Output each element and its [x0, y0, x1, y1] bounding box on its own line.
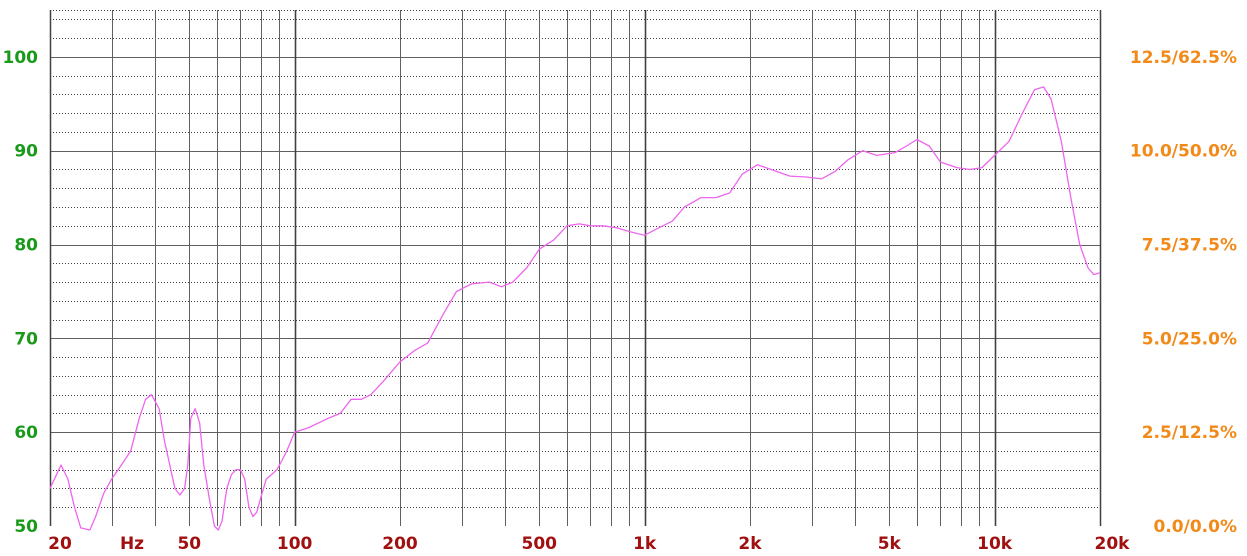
grid [49, 10, 1102, 526]
right-y-axis-labels: 0.0/0.0% 2.5/12.5% 5.0/25.0% 7.5/37.5% 10.0/… [1130, 48, 1237, 537]
left-y-tick-label: 100 [3, 48, 39, 68]
response-curve-line [49, 86, 1101, 531]
x-tick-label: 2k [738, 534, 762, 554]
x-tick-label: 20 [48, 534, 72, 554]
right-y-tick-label: 10.0/50.0% [1130, 142, 1237, 162]
right-y-tick-label: 5.0/25.0% [1142, 329, 1237, 349]
x-tick-label: 200 [382, 534, 418, 554]
right-y-tick-label: 0.0/0.0% [1154, 517, 1237, 537]
right-y-tick-label: 12.5/62.5% [1130, 48, 1237, 68]
x-unit-label: Hz [120, 534, 144, 554]
x-tick-label: 20k [1095, 534, 1131, 554]
right-y-tick-label: 2.5/12.5% [1142, 423, 1237, 443]
x-tick-label: 100 [277, 534, 313, 554]
x-tick-label: 5k [878, 534, 902, 554]
left-y-tick-label: 70 [14, 329, 38, 349]
x-tick-label: 1k [633, 534, 657, 554]
left-y-tick-label: 90 [14, 142, 38, 162]
x-tick-label: 500 [522, 534, 558, 554]
x-tick-label: 50 [177, 534, 201, 554]
left-y-tick-label: 50 [14, 517, 38, 537]
right-y-tick-label: 7.5/37.5% [1142, 236, 1237, 256]
x-tick-label: 10k [977, 534, 1013, 554]
left-y-tick-label: 60 [14, 423, 38, 443]
left-y-axis-labels: 50 60 70 80 90 100 [3, 48, 39, 537]
left-y-tick-label: 80 [14, 236, 38, 256]
x-axis-labels: 20 50 100 200 500 1k 2k 5k 10k 20k [48, 534, 1130, 554]
